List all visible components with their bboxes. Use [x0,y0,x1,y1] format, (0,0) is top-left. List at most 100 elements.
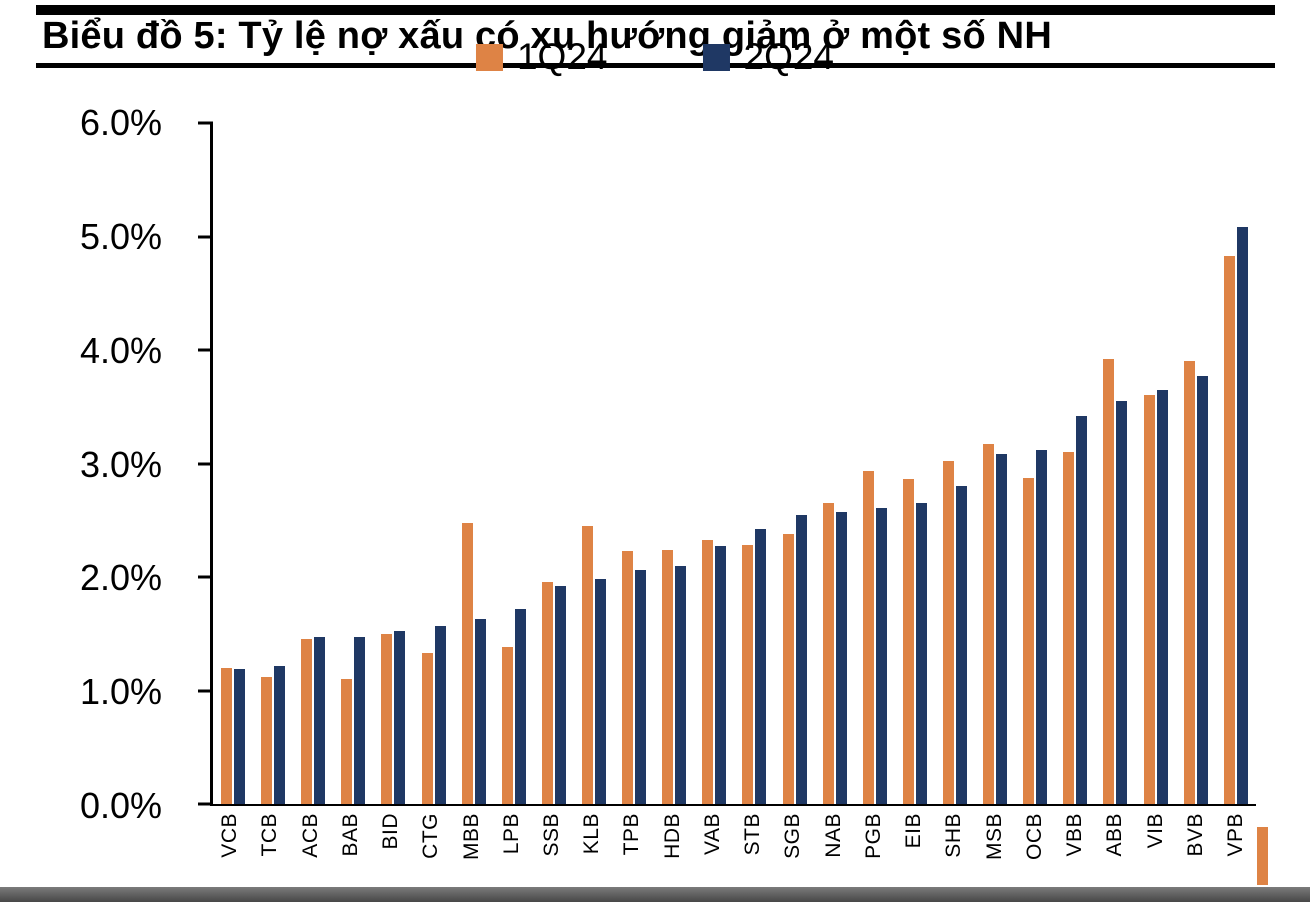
bar-group-vab [702,123,727,804]
legend-swatch-1q24-icon [475,43,503,71]
bar-1q24-pgb [862,471,874,804]
x-tick-label-eib: EIB [902,813,926,849]
bar-2q24-eib [915,503,927,804]
x-tick-cell-tpb: TPB [612,813,652,895]
bar-1q24-vcb [221,667,233,804]
bar-group-vib [1143,123,1168,804]
bar-2q24-vpb [1236,227,1248,804]
y-tick-mark [198,235,213,238]
y-tick-mark [198,575,213,579]
bar-1q24-tpb [622,550,634,804]
x-tick-cell-bvb: BVB [1176,813,1216,895]
bar-1q24-hdb [662,549,674,804]
x-tick-cell-mbb: MBB [451,813,491,895]
x-tick-label-pgb: PGB [861,813,885,859]
x-tick-cell-ctg: CTG [411,813,451,895]
x-tick-label-mbb: MBB [459,813,483,861]
bar-2q24-msb [996,454,1008,804]
x-tick-cell-bab: BAB [331,813,371,895]
bar-1q24-bab [341,679,353,804]
bar-group-vbb [1063,123,1088,804]
x-tick-cell-vbb: VBB [1055,813,1095,895]
x-tick-cell-stb: STB [733,813,773,895]
bar-1q24-vab [702,539,714,804]
x-tick-cell-bid: BID [371,813,411,895]
bar-2q24-ctg [434,625,446,804]
x-tick-cell-vcb: VCB [210,813,250,895]
x-tick-label-klb: KLB [580,813,604,855]
y-tick-label-10: 1.0% [79,671,162,713]
x-tick-label-vcb: VCB [218,813,242,858]
y-tick-label-40: 4.0% [79,329,162,371]
bar-2q24-vcb [234,668,246,804]
legend-item-1q24: 1Q24 [475,36,608,78]
bar-group-bab [341,123,366,804]
x-tick-cell-pgb: PGB [854,813,894,895]
bar-2q24-vab [715,546,727,804]
y-tick-label-00: 0.0% [79,785,162,826]
bar-2q24-bid [394,631,406,804]
bar-2q24-ocb [1036,449,1048,804]
bar-2q24-vbb [1076,415,1088,804]
bar-1q24-nab [822,503,834,804]
x-tick-label-vib: VIB [1143,813,1167,849]
bar-1q24-ocb [1023,478,1035,804]
bar-2q24-ssb [554,586,566,804]
x-tick-label-bvb: BVB [1183,813,1207,857]
bar-2q24-abb [1116,401,1128,804]
bar-group-shb [943,123,968,804]
bar-1q24-mbb [461,522,473,804]
bar-group-vcb [221,123,246,804]
x-tick-cell-klb: KLB [572,813,612,895]
x-tick-label-vbb: VBB [1063,813,1087,857]
bar-group-pgb [862,123,887,804]
bar-1q24-bid [381,633,393,804]
bar-group-abb [1103,123,1128,804]
x-tick-label-bid: BID [379,813,403,850]
y-tick-label-20: 2.0% [79,557,162,599]
x-tick-cell-shb: SHB [934,813,974,895]
x-tick-cell-abb: ABB [1095,813,1135,895]
bar-group-nab [822,123,847,804]
bar-group-acb [301,123,326,804]
x-tick-label-hdb: HDB [660,813,684,859]
bar-2q24-klb [595,579,607,804]
x-tick-cell-acb: ACB [290,813,330,895]
bar-group-vpb [1223,123,1248,804]
chart-legend: 1Q24 2Q24 [475,36,834,78]
bar-group-mbb [461,123,486,804]
bar-1q24-abb [1103,359,1115,804]
bar-1q24-klb [582,525,594,804]
bar-2q24-acb [314,637,326,804]
x-tick-cell-lpb: LPB [492,813,532,895]
bar-1q24-vbb [1063,452,1075,804]
bar-group-tpb [622,123,647,804]
bar-2q24-tpb [635,570,647,804]
x-tick-label-ctg: CTG [419,813,443,859]
bar-group-lpb [501,123,526,804]
x-tick-cell-nab: NAB [814,813,854,895]
x-tick-cell-eib: EIB [894,813,934,895]
bar-1q24-shb [943,461,955,804]
bar-2q24-vib [1156,389,1168,804]
bar-2q24-hdb [675,565,687,804]
x-tick-label-sgb: SGB [781,813,805,859]
x-tick-cell-vib: VIB [1135,813,1175,895]
bar-1q24-ssb [541,581,553,804]
y-tick-mark [198,689,213,692]
chart-title: Biểu đồ 5: Tỷ lệ nợ xấu có xu hướng giảm… [42,15,1052,57]
bar-2q24-stb [755,529,767,804]
bar-group-bid [381,123,406,804]
x-tick-label-ocb: OCB [1022,813,1046,861]
top-rule [36,5,1275,15]
bar-2q24-shb [956,486,968,804]
bar-1q24-msb [983,444,995,804]
legend-swatch-2q24-icon [702,43,730,71]
legend-label-1q24: 1Q24 [516,36,608,77]
x-tick-cell-msb: MSB [974,813,1014,895]
x-tick-label-abb: ABB [1103,813,1127,857]
x-tick-label-stb: STB [741,813,765,856]
x-tick-label-bab: BAB [338,813,362,857]
bar-2q24-bvb [1196,376,1208,804]
bar-2q24-tcb [274,665,286,804]
